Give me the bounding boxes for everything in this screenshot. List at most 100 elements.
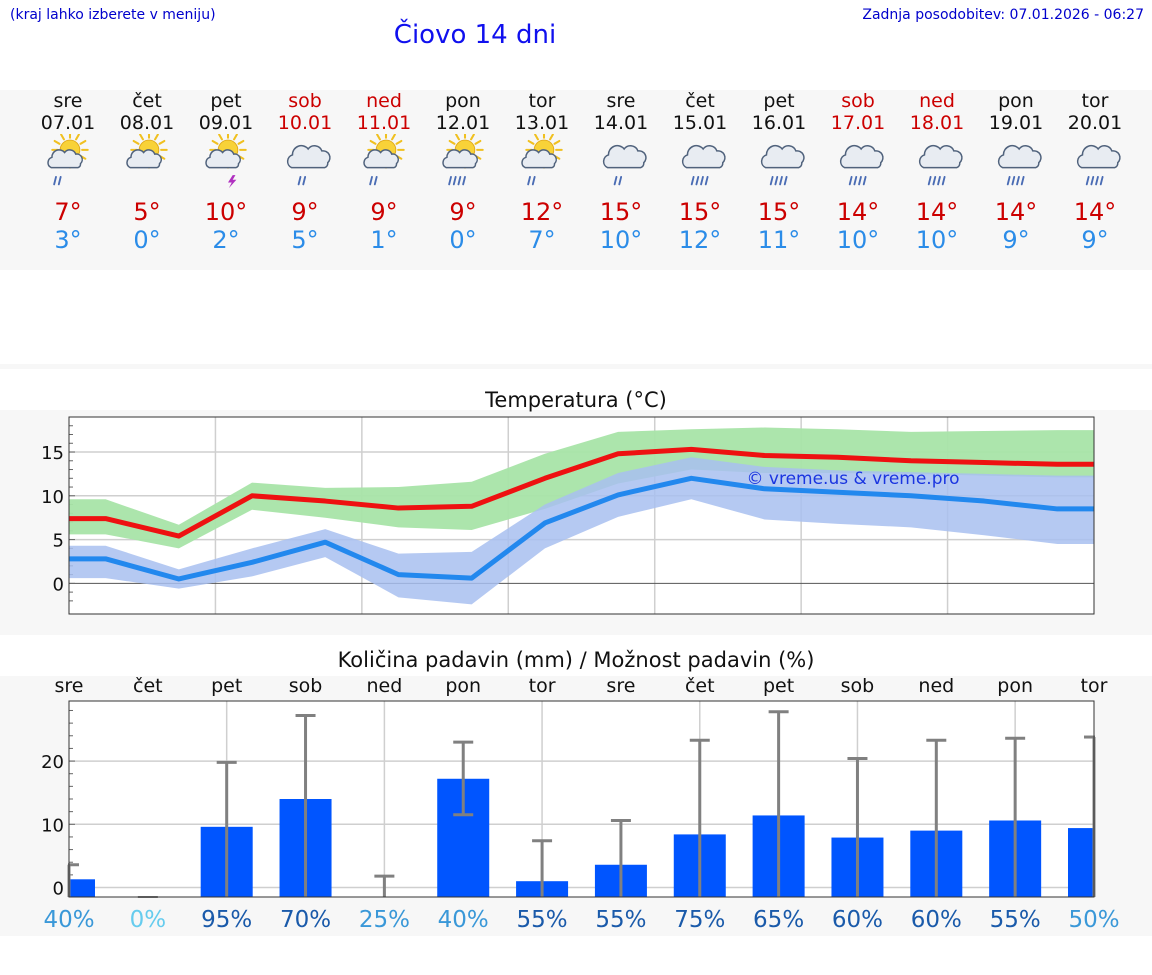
- weather-cloud-rain-heavy-icon: [1076, 144, 1121, 186]
- max-temperature: 7°: [54, 198, 82, 226]
- max-temperature: 10°: [204, 198, 248, 226]
- max-temperature: 15°: [757, 198, 801, 226]
- day-name: sre: [606, 90, 636, 112]
- cloud-icon: [47, 149, 83, 169]
- day-forecast: sob 17.01 14° 10°: [818, 90, 898, 270]
- day-forecast: ned 18.01 14° 10°: [897, 90, 977, 270]
- rain-icon: [448, 176, 466, 186]
- y-tick-label: 10: [41, 815, 64, 836]
- max-temperature: 5°: [133, 198, 161, 226]
- precipitation-probability: 55%: [595, 907, 646, 933]
- day-forecast: tor 20.01 14° 9°: [1055, 90, 1135, 270]
- precipitation-chart: 0 10 20 sre 40% čet 0% pet 95% sob 70% ned 25% pon 40%…: [41, 675, 1119, 933]
- precipitation-probability: 50%: [1068, 907, 1119, 933]
- day-forecast: ned 11.01 9° 1°: [344, 90, 424, 270]
- x-category-label: čet: [133, 675, 163, 697]
- day-date: 07.01: [40, 112, 96, 134]
- rain-icon: [927, 176, 946, 186]
- day-name: sob: [288, 90, 322, 112]
- y-tick-label: 10: [41, 487, 64, 508]
- day-name: sre: [53, 90, 83, 112]
- day-date: 16.01: [751, 112, 807, 134]
- day-forecast: pet 16.01 15° 11°: [739, 90, 819, 270]
- day-date: 15.01: [672, 112, 728, 134]
- watermark: © vreme.us & vreme.pro: [746, 469, 959, 489]
- precipitation-probability: 0%: [130, 907, 167, 933]
- min-temperature: 11°: [757, 226, 801, 254]
- weather-cloud-rain-icon: [602, 144, 647, 186]
- min-temperature: 7°: [528, 226, 556, 254]
- day-date: 10.01: [277, 112, 333, 134]
- rain-icon: [1006, 176, 1025, 186]
- day-date: 09.01: [198, 112, 254, 134]
- day-forecast: sob 10.01 9° 5°: [265, 90, 345, 270]
- min-temperature: 1°: [370, 226, 398, 254]
- weather-sun-cloud-rain-icon: [521, 134, 563, 186]
- cloud-icon: [839, 144, 884, 169]
- cloud-icon: [521, 149, 557, 169]
- precipitation-bar: [1068, 828, 1094, 897]
- day-date: 11.01: [356, 112, 412, 134]
- cloud-icon: [997, 144, 1042, 169]
- cloud-icon: [1076, 144, 1121, 169]
- weather-cloud-rain-heavy-icon: [918, 144, 963, 186]
- max-temperature: 14°: [994, 198, 1038, 226]
- precipitation-probability: 60%: [832, 907, 883, 933]
- day-forecast: pon 12.01 9° 0°: [423, 90, 503, 270]
- day-forecast: sre 07.01 7° 3°: [28, 90, 108, 270]
- day-forecast: čet 15.01 15° 12°: [660, 90, 740, 270]
- lightning-icon: [228, 175, 237, 189]
- day-name: pon: [998, 90, 1034, 112]
- precipitation-probability: 25%: [359, 907, 410, 933]
- precipitation-probability: 65%: [753, 907, 804, 933]
- day-name: čet: [132, 90, 162, 112]
- weather-sun-cloud-thunder-icon: [205, 134, 247, 189]
- precipitation-probability: 40%: [438, 907, 489, 933]
- rain-icon: [297, 176, 307, 186]
- min-temperature: 3°: [54, 226, 82, 254]
- precipitation-bar: [69, 879, 95, 897]
- cloud-icon: [286, 144, 331, 169]
- min-temperature: 9°: [1081, 226, 1109, 254]
- day-date: 08.01: [119, 112, 175, 134]
- temperature-chart: 0 5 10 15 © vreme.us & vreme.pro: [41, 416, 1095, 615]
- daily-forecast-strip: sre 07.01 7° 3° čet 08.01 5° 0° pet 09.01 10° 2° sob…: [0, 90, 1152, 270]
- day-name: pet: [210, 90, 242, 112]
- x-category-label: sob: [289, 675, 323, 697]
- cloud-icon: [442, 149, 478, 169]
- precipitation-probability: 55%: [990, 907, 1041, 933]
- x-category-label: sre: [606, 675, 635, 697]
- day-forecast: čet 08.01 5° 0°: [107, 90, 187, 270]
- precipitation-probability: 75%: [674, 907, 725, 933]
- tmin-line: [69, 475, 1094, 582]
- location-menu-hint[interactable]: (kraj lahko izberete v meniju): [10, 7, 216, 23]
- section-divider: [0, 364, 1152, 369]
- rain-icon: [369, 176, 378, 186]
- rain-icon: [613, 176, 623, 186]
- y-tick-label: 5: [53, 531, 64, 552]
- cloud-icon: [918, 144, 963, 169]
- x-category-label: pet: [763, 675, 794, 697]
- rain-icon: [848, 176, 867, 186]
- precipitation-probability: 60%: [911, 907, 962, 933]
- min-temperature: 10°: [915, 226, 959, 254]
- min-temperature: 0°: [449, 226, 477, 254]
- temperature-chart-title: Temperatura (°C): [485, 388, 667, 412]
- day-date: 19.01: [988, 112, 1044, 134]
- precipitation-probability: 40%: [43, 907, 94, 933]
- min-temperature: 12°: [678, 226, 722, 254]
- x-category-label: sob: [841, 675, 875, 697]
- weather-sun-cloud-rain-icon: [47, 134, 89, 186]
- page-title: Čiovo 14 dni: [393, 20, 557, 50]
- x-category-label: ned: [918, 675, 954, 697]
- plot-border: [68, 700, 1095, 898]
- max-temperature: 12°: [520, 198, 564, 226]
- weather-cloud-rain-icon: [286, 144, 331, 186]
- day-name: pon: [445, 90, 481, 112]
- day-name: ned: [919, 90, 955, 112]
- x-category-label: pon: [997, 675, 1033, 697]
- cloud-icon: [760, 144, 805, 169]
- rain-icon: [690, 176, 709, 186]
- y-tick-label: 0: [53, 879, 64, 900]
- day-forecast: tor 13.01 12° 7°: [502, 90, 582, 270]
